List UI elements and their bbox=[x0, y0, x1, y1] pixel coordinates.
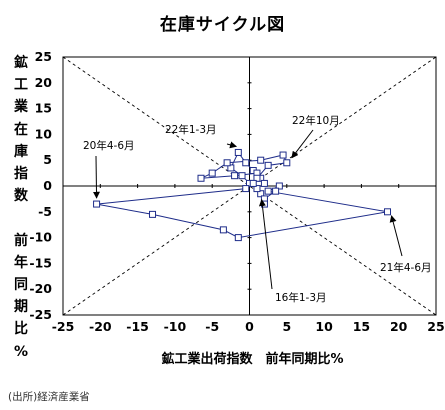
data-point bbox=[257, 156, 265, 164]
annotation-arrow bbox=[389, 215, 403, 257]
data-point bbox=[227, 164, 235, 172]
data-point bbox=[272, 187, 280, 195]
series-line bbox=[96, 151, 388, 239]
y-axis-label-char: 同 bbox=[14, 277, 28, 294]
data-point bbox=[242, 185, 250, 193]
y-axis-label: 鉱工業在庫指数 前年同期比% bbox=[11, 52, 31, 363]
y-tick-label: 25 bbox=[35, 49, 52, 64]
data-point bbox=[223, 159, 231, 167]
y-axis-label-char: 在 bbox=[14, 121, 28, 138]
data-point bbox=[219, 226, 227, 234]
x-tick-label: -5 bbox=[205, 319, 219, 334]
data-point bbox=[234, 148, 242, 156]
y-axis-label-char: 比 bbox=[14, 321, 28, 338]
x-tick-label: 20 bbox=[390, 319, 408, 334]
chart-title: 在庫サイクル図 bbox=[159, 15, 286, 35]
annotation-label: 16年1-3月 bbox=[275, 291, 327, 304]
x-tick-label: 5 bbox=[282, 319, 291, 334]
x-tick-label: -15 bbox=[126, 319, 149, 334]
data-point bbox=[208, 169, 216, 177]
x-tick-label: 0 bbox=[245, 319, 254, 334]
data-point bbox=[264, 161, 272, 169]
y-tick-label: -10 bbox=[29, 230, 52, 245]
x-tick-label: 25 bbox=[427, 319, 444, 334]
y-axis-label-char: 工 bbox=[14, 77, 28, 94]
annotation-label: 22年10月 bbox=[292, 114, 340, 127]
data-point bbox=[231, 172, 239, 180]
data-point bbox=[234, 234, 242, 242]
data-point bbox=[253, 185, 261, 193]
data-point bbox=[197, 174, 205, 182]
y-axis-label-char: % bbox=[13, 343, 29, 360]
x-tick-label: 15 bbox=[353, 319, 370, 334]
data-point bbox=[283, 159, 291, 167]
y-axis-label-char: 年 bbox=[14, 254, 28, 271]
y-axis-label-char: 期 bbox=[14, 299, 28, 316]
x-tick-label: -25 bbox=[52, 319, 75, 334]
y-tick-label: -5 bbox=[38, 204, 52, 219]
source-note: (出所)経済産業省 bbox=[8, 391, 90, 403]
x-axis-label: 鉱工業出荷指数 前年同期比% bbox=[161, 352, 344, 367]
data-point bbox=[238, 172, 246, 180]
y-tick-label: 15 bbox=[35, 101, 52, 116]
y-tick-label: 10 bbox=[35, 126, 53, 141]
x-tick-label: -20 bbox=[89, 319, 112, 334]
data-point bbox=[149, 210, 157, 218]
annotation-label: 21年4-6月 bbox=[380, 261, 432, 274]
y-tick-label: 5 bbox=[43, 152, 52, 167]
data-point bbox=[93, 200, 101, 208]
data-point bbox=[257, 190, 265, 198]
data-point bbox=[275, 182, 283, 190]
data-point bbox=[384, 208, 392, 216]
y-axis-label-char: 業 bbox=[14, 99, 28, 116]
y-tick-label: -15 bbox=[29, 255, 52, 270]
y-tick-label: 20 bbox=[35, 75, 53, 90]
x-tick-label: -10 bbox=[164, 319, 187, 334]
y-axis-label-char: 庫 bbox=[14, 143, 28, 160]
data-point bbox=[242, 159, 250, 167]
data-point bbox=[249, 179, 257, 187]
data-point bbox=[264, 187, 272, 195]
y-axis-label-char: 鉱 bbox=[14, 55, 28, 71]
annotation-label: 22年1-3月 bbox=[165, 123, 217, 136]
y-tick-label: -25 bbox=[29, 307, 52, 322]
y-axis-label-char: 指 bbox=[14, 166, 28, 183]
annotation-label: 20年4-6月 bbox=[83, 139, 135, 152]
data-point bbox=[279, 151, 287, 159]
y-axis-label-char: 前 bbox=[14, 232, 28, 249]
annotation-arrow bbox=[258, 199, 273, 290]
annotation-arrow bbox=[92, 155, 100, 199]
x-tick-label: 10 bbox=[315, 319, 333, 334]
y-tick-label: -20 bbox=[29, 281, 52, 296]
annotation-arrow bbox=[226, 141, 237, 149]
y-axis-label-char: 数 bbox=[14, 188, 28, 205]
y-tick-label: 0 bbox=[43, 178, 52, 193]
data-point bbox=[260, 179, 268, 187]
data-point bbox=[253, 174, 261, 182]
annotation-arrow bbox=[291, 129, 314, 159]
